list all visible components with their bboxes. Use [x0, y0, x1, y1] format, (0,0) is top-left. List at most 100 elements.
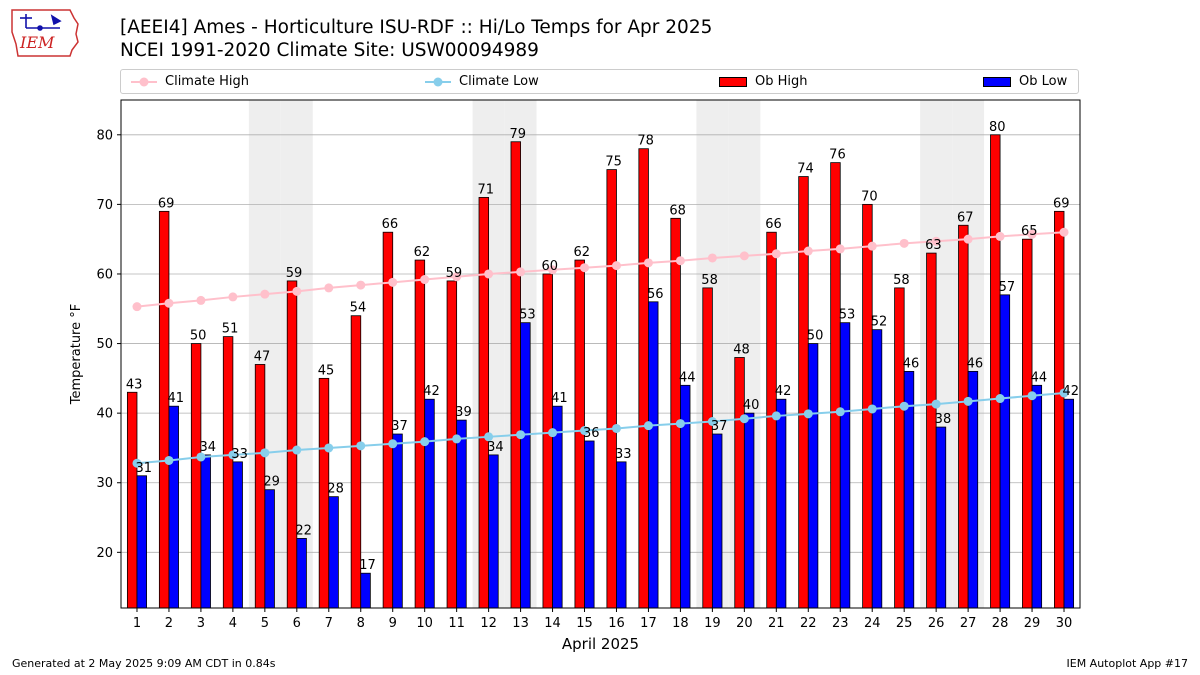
label-ob-low-day-23: 53	[839, 308, 856, 323]
climate-low-point-day-19	[707, 417, 717, 427]
bar-ob-low-day-12	[488, 454, 499, 609]
bar-ob-low-day-21	[775, 398, 787, 609]
x-tick-label-29: 29	[1024, 616, 1041, 631]
climate-low-point-day-6	[292, 445, 302, 455]
climate-low-point-day-14	[548, 428, 558, 438]
bar-ob-low-day-5	[264, 489, 275, 609]
climate-low-point-day-7	[324, 443, 334, 453]
label-ob-high-day-9: 66	[382, 217, 399, 232]
label-ob-high-day-1: 43	[126, 377, 143, 392]
chart-title: [AEEI4] Ames - Horticulture ISU-RDF :: H…	[120, 17, 713, 38]
bar-ob-high-day-2	[158, 210, 170, 609]
climate-low-point-day-1	[132, 458, 142, 468]
label-ob-high-day-10: 62	[414, 245, 431, 260]
iowa-state-outline-icon	[11, 9, 79, 57]
label-ob-low-day-1: 31	[136, 461, 153, 476]
x-tick-label-25: 25	[896, 616, 913, 631]
y-tick-label-80: 80	[96, 128, 113, 143]
y-tick-label-20: 20	[96, 546, 113, 561]
climate-high-point-day-24	[867, 241, 877, 251]
climate-high-point-day-30	[1059, 227, 1069, 237]
bar-ob-high-day-17	[638, 148, 649, 609]
y-tick-label-50: 50	[96, 337, 113, 352]
label-ob-high-day-2: 69	[158, 196, 175, 211]
bar-ob-high-day-4	[222, 336, 234, 609]
bar-ob-high-day-14	[542, 273, 553, 609]
climate-high-point-day-11	[452, 272, 462, 282]
x-tick-label-23: 23	[832, 616, 849, 631]
x-tick-label-24: 24	[864, 616, 881, 631]
legend-climate-high: Climate High	[131, 70, 249, 93]
label-ob-low-day-7: 28	[327, 482, 344, 497]
legend-climate-high-label: Climate High	[165, 74, 250, 89]
climate-high-line-icon	[131, 77, 157, 86]
label-ob-high-day-30: 69	[1053, 196, 1070, 211]
x-axis-label: April 2025	[562, 635, 639, 653]
x-tick-label-10: 10	[416, 616, 433, 631]
label-ob-low-day-2: 41	[167, 391, 184, 406]
label-ob-high-day-22: 74	[797, 162, 814, 177]
climate-high-point-day-27	[963, 234, 973, 244]
label-ob-low-day-4: 33	[231, 447, 248, 462]
label-ob-low-day-9: 37	[391, 419, 408, 434]
climate-high-point-day-10	[420, 275, 430, 285]
label-ob-low-day-24: 52	[871, 315, 888, 330]
bar-ob-low-day-20	[743, 412, 755, 609]
bar-ob-low-day-28	[999, 294, 1011, 609]
bar-ob-high-day-29	[1022, 238, 1033, 609]
bar-ob-low-day-24	[871, 329, 883, 609]
bar-ob-high-day-12	[478, 197, 490, 609]
x-tick-label-17: 17	[640, 616, 657, 631]
climate-low-point-day-25	[899, 401, 909, 411]
label-ob-low-day-13: 53	[519, 308, 536, 323]
bar-ob-high-day-26	[926, 252, 937, 609]
app-credit: IEM Autoplot App #17	[1066, 657, 1189, 670]
bar-ob-high-day-3	[190, 343, 202, 609]
label-ob-high-day-17: 78	[637, 134, 654, 149]
label-ob-high-day-18: 68	[669, 203, 686, 218]
x-tick-label-13: 13	[512, 616, 529, 631]
label-ob-high-day-29: 65	[1021, 224, 1038, 239]
label-ob-high-day-15: 62	[573, 245, 590, 260]
x-tick-label-20: 20	[736, 616, 753, 631]
climate-high-point-day-7	[324, 283, 334, 293]
climate-low-line-icon	[425, 77, 451, 86]
x-tick-label-12: 12	[480, 616, 497, 631]
label-ob-low-day-14: 41	[551, 391, 568, 406]
bar-ob-high-day-25	[894, 287, 905, 609]
y-tick-label-60: 60	[96, 267, 113, 282]
climate-low-point-day-30	[1059, 388, 1069, 398]
climate-high-line	[136, 231, 1065, 308]
label-ob-low-day-25: 46	[903, 356, 920, 371]
label-ob-low-day-8: 17	[359, 558, 376, 573]
bar-ob-high-day-10	[414, 259, 426, 609]
climate-high-point-day-13	[516, 267, 526, 277]
label-ob-high-day-7: 45	[318, 363, 335, 378]
bar-ob-low-day-22	[807, 343, 819, 609]
bar-ob-high-day-6	[286, 280, 298, 609]
climate-high-point-day-26	[931, 236, 941, 246]
label-ob-low-day-26: 38	[935, 412, 952, 427]
climate-high-point-day-14	[548, 265, 558, 275]
legend-ob-low: Ob Low	[983, 70, 1067, 93]
label-ob-low-day-22: 50	[807, 329, 824, 344]
x-tick-label-27: 27	[960, 616, 977, 631]
x-tick-label-9: 9	[389, 616, 397, 631]
climate-low-point-day-29	[1027, 391, 1037, 401]
label-ob-high-day-23: 76	[829, 148, 846, 163]
label-ob-high-day-24: 70	[861, 189, 878, 204]
label-ob-low-day-19: 37	[711, 419, 728, 434]
label-ob-high-day-19: 58	[701, 273, 718, 288]
label-ob-low-day-3: 34	[199, 440, 216, 455]
bar-ob-low-day-2	[168, 405, 179, 609]
label-ob-high-day-8: 54	[350, 301, 367, 316]
ob-low-swatch-icon	[983, 76, 1011, 87]
bar-ob-high-day-30	[1054, 210, 1065, 609]
label-ob-high-day-12: 71	[478, 182, 495, 197]
iem-logo: IEM	[11, 9, 79, 57]
climate-high-point-day-15	[580, 263, 590, 273]
legend-ob-high-label: Ob High	[755, 74, 808, 89]
climate-high-point-day-29	[1027, 229, 1037, 239]
label-ob-high-day-13: 79	[510, 127, 527, 142]
label-ob-high-day-25: 58	[893, 273, 910, 288]
